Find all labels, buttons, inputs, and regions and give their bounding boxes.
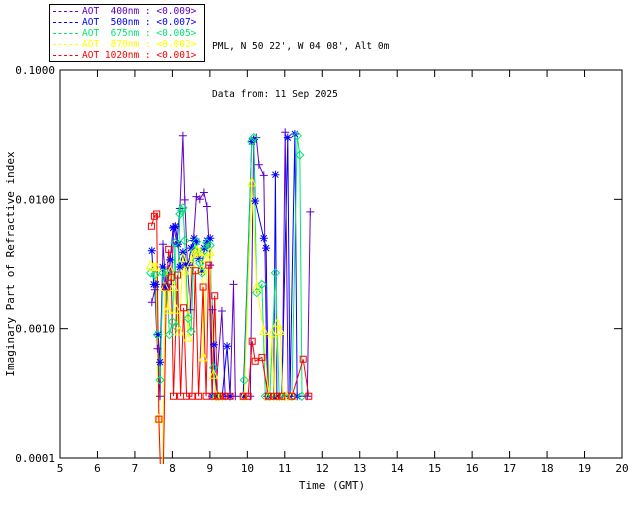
axes bbox=[59, 69, 623, 459]
legend-item-label: AOT 500nm : <0.007> bbox=[82, 17, 197, 28]
x-tick-label: 17 bbox=[503, 462, 516, 475]
x-tick-label: 9 bbox=[207, 462, 214, 475]
legend-item-675nm: AOT 675nm : <0.005> bbox=[50, 28, 204, 39]
x-tick-label: 14 bbox=[391, 462, 405, 475]
x-tick-label: 13 bbox=[353, 462, 366, 475]
series-marker-aot-1020nm bbox=[147, 210, 313, 423]
legend-line-sample-icon bbox=[53, 11, 78, 12]
x-tick-label: 19 bbox=[578, 462, 591, 475]
x-tick-label: 16 bbox=[466, 462, 479, 475]
x-tick-label: 12 bbox=[316, 462, 329, 475]
x-tick-label: 11 bbox=[278, 462, 291, 475]
legend: AOT 400nm : <0.009> AOT 500nm : <0.007> AO… bbox=[49, 4, 205, 62]
y-tick-label: 0.0100 bbox=[15, 193, 55, 206]
header-date: Data from: 11 Sep 2025 bbox=[212, 89, 338, 100]
x-tick-label: 15 bbox=[428, 462, 441, 475]
legend-item-label: AOT 400nm : <0.009> bbox=[82, 6, 197, 17]
legend-line-sample-icon bbox=[53, 22, 78, 23]
legend-line-sample-icon bbox=[53, 33, 78, 34]
plot-header: PML, N 50 22', W 04 08', Alt 0m Data fro… bbox=[212, 7, 389, 135]
header-location: PML, N 50 22', W 04 08', Alt 0m bbox=[212, 41, 390, 52]
x-tick-label: 7 bbox=[132, 462, 139, 475]
legend-item-870nm: AOT 870nm : <0.002> bbox=[50, 39, 204, 50]
x-tick-label: 18 bbox=[540, 462, 553, 475]
x-axis-label: Time (GMT) bbox=[299, 479, 365, 492]
x-tick-label: 20 bbox=[615, 462, 628, 475]
legend-item-label: AOT 870nm : <0.002> bbox=[82, 39, 197, 50]
x-tick-label: 10 bbox=[241, 462, 254, 475]
legend-item-label: AOT 1020nm : <0.001> bbox=[82, 50, 197, 61]
legend-item-500nm: AOT 500nm : <0.007> bbox=[50, 17, 204, 28]
legend-item-1020nm: AOT 1020nm : <0.001> bbox=[50, 50, 204, 61]
x-tick-label: 6 bbox=[94, 462, 101, 475]
y-tick-label: 0.0010 bbox=[15, 323, 55, 336]
plot-frame bbox=[59, 69, 623, 459]
x-tick-label: 8 bbox=[169, 462, 176, 475]
series-markers bbox=[145, 128, 315, 424]
x-tick-label: 5 bbox=[57, 462, 64, 475]
y-axis-label: Imaginary Part of Refractive index bbox=[4, 151, 17, 377]
legend-item-label: AOT 675nm : <0.005> bbox=[82, 28, 197, 39]
y-tick-label: 0.0001 bbox=[15, 452, 55, 465]
y-tick-label: 0.1000 bbox=[15, 64, 55, 77]
legend-line-sample-icon bbox=[53, 55, 78, 56]
tick-labels: 5 6 7 8 9 10 11 12 13 14 15 16 17 18 19 20 0.1000 0.0100 0… bbox=[15, 64, 628, 475]
legend-item-400nm: AOT 400nm : <0.009> bbox=[50, 6, 204, 17]
series-lines bbox=[150, 132, 311, 464]
legend-line-sample-icon bbox=[53, 44, 78, 45]
